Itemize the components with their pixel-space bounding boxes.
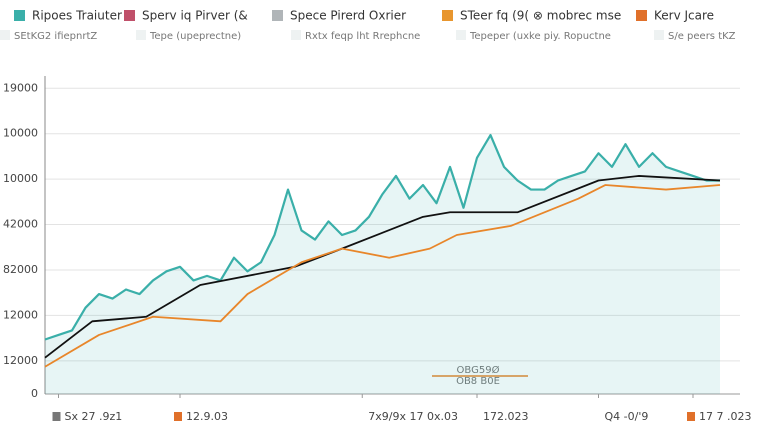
y-tick-label: 82000: [3, 263, 38, 276]
x-tick-label: 172.023: [483, 410, 529, 423]
legend-label: Sperv iq Pirver (&: [142, 9, 248, 23]
y-tick-label: 10000: [3, 127, 38, 140]
x-tick-label: 17 7 .023: [699, 410, 751, 423]
legend-note: Rxtx feqp lht Rrephcne: [305, 31, 420, 42]
y-tick-label: 12000: [3, 354, 38, 367]
legend-label: Kerv Jcare: [654, 9, 714, 23]
legend-note-box: [654, 30, 664, 40]
legend-swatch: [124, 10, 135, 21]
legend-note: SEtKG2 ifiepnrtZ: [14, 31, 97, 42]
series-line: [44, 184, 721, 368]
y-tick-label: 42000: [3, 218, 38, 231]
y-tick-label: 12000: [3, 308, 38, 321]
x-tick-marker: [52, 412, 61, 421]
legend-note-box: [0, 30, 10, 40]
legend-label: Ripoes Traiuter: [32, 9, 122, 23]
legend-swatch: [442, 10, 453, 21]
x-tick-marker: [174, 412, 182, 421]
y-tick-label: 19000: [3, 81, 38, 94]
y-tick-label: 10000: [3, 172, 38, 185]
series-line: [44, 133, 720, 341]
annotation: OBG59Ø: [457, 364, 500, 376]
x-tick-label: 12.9.03: [186, 410, 228, 423]
series-line: [44, 175, 721, 359]
series-area: [45, 135, 720, 395]
y-tick-label: 0: [31, 387, 38, 400]
legend-label: STeer fq (9( ⊗ mobrec mse: [460, 9, 621, 23]
x-tick-label: Q4 -0/'9: [605, 410, 649, 423]
x-tick-label: Sx 27 .9z1: [65, 410, 123, 423]
x-tick-label: 7x9/9x 17 0x.03: [368, 410, 458, 423]
legend-note: Tepe (upeprectne): [149, 31, 241, 42]
legend-label: Spece Pirerd Oxrier: [290, 9, 406, 23]
legend-swatch: [14, 10, 25, 21]
legend-note: S/e peers tKZ: [668, 31, 736, 42]
legend-note-box: [456, 30, 466, 40]
legend-swatch: [272, 10, 283, 21]
legend-swatch: [636, 10, 647, 21]
legend-note-box: [291, 30, 301, 40]
legend-note: Tepeper (uxke piy. Ropuctne: [469, 31, 611, 42]
x-tick-marker: [687, 412, 695, 421]
legend-note-box: [136, 30, 146, 40]
annotation-note: OB8 B0E: [456, 376, 500, 387]
